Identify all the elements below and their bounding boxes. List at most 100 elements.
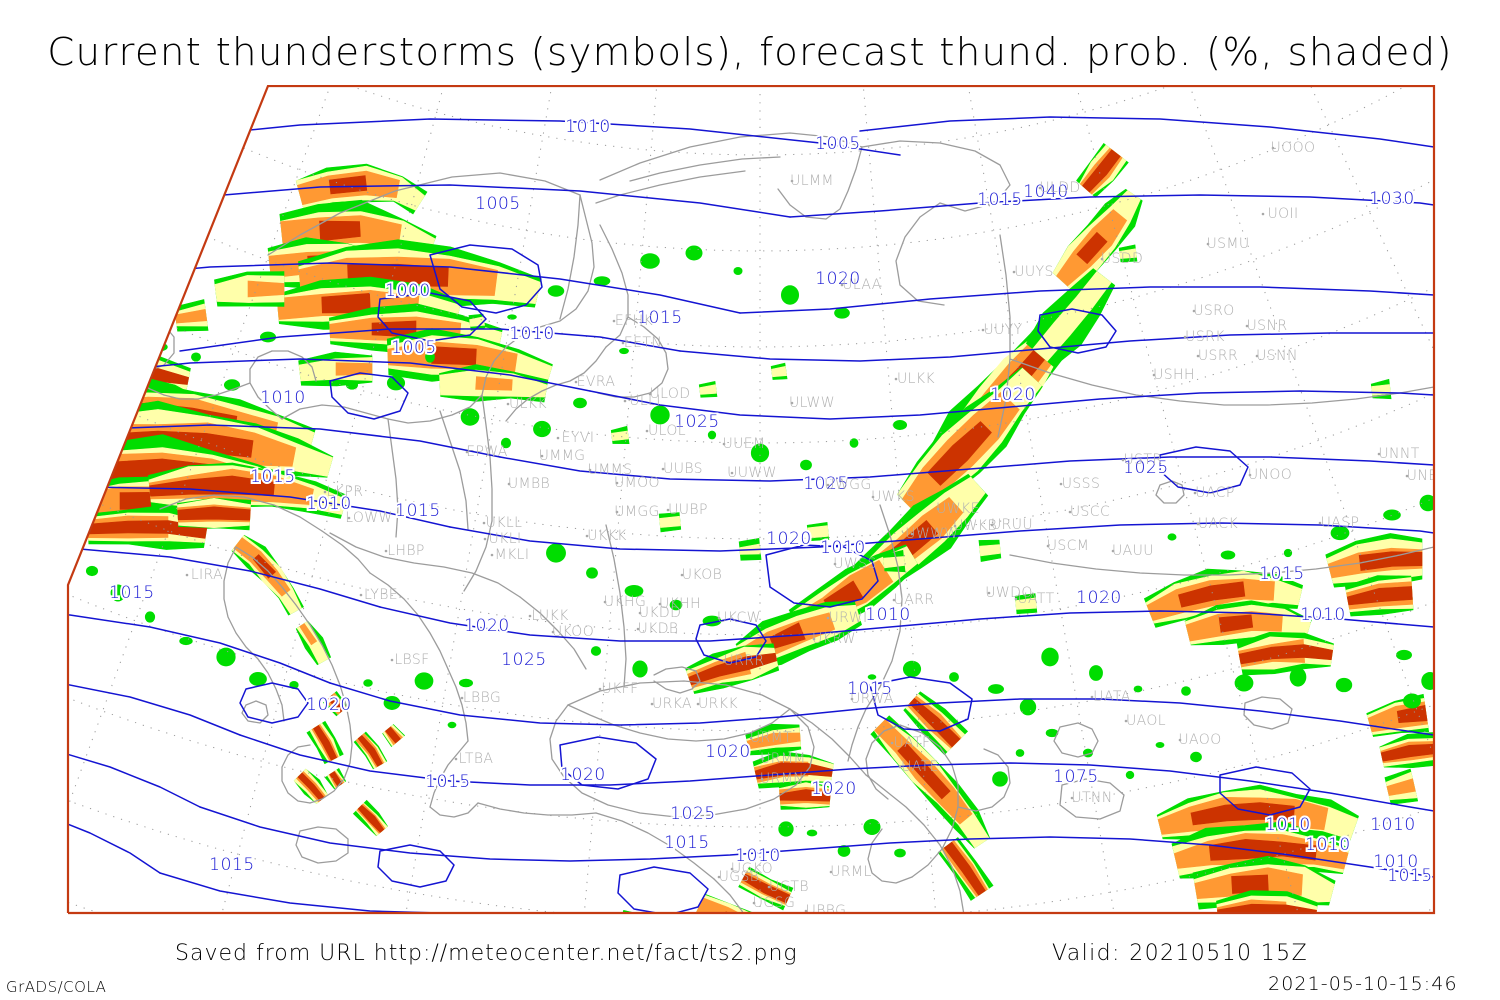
svg-text:1010: 1010 — [260, 388, 306, 408]
weather-map: 1010 1010 1005 1005 1005 1005 1040 1040 1015 1015… — [0, 85, 1500, 920]
svg-text:URRR: URRR — [723, 653, 764, 669]
svg-text:EPWA: EPWA — [466, 444, 508, 460]
svg-text:1020: 1020 — [766, 529, 812, 549]
svg-text:USNR: USNR — [1247, 318, 1288, 334]
svg-text:UKHH: UKHH — [659, 596, 701, 612]
svg-text:UKOD: UKOD — [481, 918, 523, 920]
svg-text:1010: 1010 — [1370, 815, 1416, 835]
svg-text:USNN: USNN — [1256, 348, 1298, 364]
svg-text:UWDO: UWDO — [985, 585, 1033, 601]
svg-text:1015: 1015 — [637, 308, 683, 328]
svg-text:UMBB: UMBB — [508, 476, 550, 492]
svg-text:UAUU: UAUU — [1112, 543, 1154, 559]
svg-text:USDD: USDD — [1101, 251, 1143, 267]
svg-text:URWA: URWA — [850, 691, 894, 707]
svg-text:1010: 1010 — [509, 324, 555, 344]
station-labels: ULMM ULDD UOOO UOII USMU ULAA UUYS USDD USRO USRK… — [185, 140, 1434, 920]
svg-text:1010: 1010 — [565, 117, 611, 137]
svg-text:1010: 1010 — [1265, 815, 1311, 835]
svg-text:1015: 1015 — [250, 467, 296, 487]
svg-text:1020: 1020 — [815, 269, 861, 289]
saved-from-url: Saved from URL http://meteocenter.net/fa… — [175, 941, 798, 966]
svg-text:1010: 1010 — [735, 846, 781, 866]
svg-text:ULKK: ULKK — [897, 371, 935, 387]
svg-text:UATT: UATT — [1017, 591, 1054, 607]
svg-text:1015: 1015 — [425, 772, 471, 792]
svg-text:ULWW: ULWW — [789, 395, 835, 411]
map-canvas: 1010101010051005100510051040104010151015… — [66, 85, 1436, 920]
svg-text:1025: 1025 — [674, 412, 720, 432]
svg-text:1020: 1020 — [990, 385, 1036, 405]
svg-text:USMU: USMU — [1206, 236, 1249, 252]
svg-text:URKA: URKA — [652, 696, 692, 712]
svg-text:UGSG: UGSG — [753, 895, 795, 911]
svg-text:1020: 1020 — [705, 742, 751, 762]
svg-text:1020: 1020 — [1076, 588, 1122, 608]
svg-text:LIRA: LIRA — [191, 567, 223, 583]
svg-text:URML: URML — [830, 864, 871, 880]
svg-text:1020: 1020 — [306, 695, 352, 715]
svg-text:1010: 1010 — [565, 117, 611, 137]
svg-text:1040: 1040 — [1023, 182, 1069, 202]
svg-text:LTBA: LTBA — [459, 751, 494, 767]
svg-text:URMM: URMM — [760, 751, 806, 767]
svg-text:1010: 1010 — [820, 538, 866, 558]
svg-text:1015: 1015 — [1259, 564, 1305, 584]
svg-text:1075: 1075 — [1053, 767, 1099, 787]
svg-text:1025: 1025 — [803, 474, 849, 494]
svg-text:ULMM: ULMM — [790, 173, 834, 189]
svg-text:1025: 1025 — [670, 804, 716, 824]
svg-text:URKK: URKK — [698, 696, 738, 712]
svg-text:LYBE: LYBE — [364, 587, 398, 603]
svg-text:UACK: UACK — [1198, 516, 1239, 532]
svg-text:LHBP: LHBP — [387, 543, 425, 559]
svg-text:1005: 1005 — [475, 194, 521, 214]
svg-text:1005: 1005 — [475, 194, 521, 214]
isobar-labels: 1010101010051005100510051040104010151015… — [107, 115, 1434, 888]
svg-text:UARR: UARR — [894, 592, 935, 608]
svg-text:1015: 1015 — [847, 679, 893, 699]
svg-text:UKFF: UKFF — [601, 681, 638, 697]
svg-text:1010: 1010 — [1305, 835, 1351, 855]
svg-text:1020: 1020 — [560, 765, 606, 785]
svg-text:EETN: EETN — [624, 335, 662, 351]
svg-text:UKRW: UKRW — [812, 631, 856, 647]
svg-text:UNOO: UNOO — [1248, 467, 1292, 483]
svg-text:1020: 1020 — [811, 779, 857, 799]
svg-text:1020: 1020 — [306, 695, 352, 715]
svg-text:LBBG: LBBG — [463, 690, 501, 706]
svg-text:UMMG: UMMG — [539, 448, 586, 464]
svg-text:1015: 1015 — [977, 190, 1023, 210]
svg-text:1015: 1015 — [250, 467, 296, 487]
svg-text:UWSS: UWSS — [833, 556, 876, 572]
svg-text:1005: 1005 — [815, 134, 861, 154]
svg-text:1015: 1015 — [109, 583, 155, 603]
svg-text:1025: 1025 — [1123, 458, 1169, 478]
svg-text:URMT: URMT — [750, 730, 792, 746]
svg-text:LOWW: LOWW — [345, 510, 393, 526]
svg-text:EYVI: EYVI — [562, 430, 595, 446]
svg-text:1015: 1015 — [847, 679, 893, 699]
svg-text:UUBS: UUBS — [663, 461, 703, 477]
svg-text:USRK: USRK — [1185, 329, 1225, 345]
svg-text:1020: 1020 — [990, 385, 1036, 405]
svg-text:EVRA: EVRA — [577, 374, 616, 390]
svg-text:1015: 1015 — [664, 833, 710, 853]
svg-text:1020: 1020 — [464, 616, 510, 636]
svg-text:UKDB: UKDB — [638, 621, 679, 637]
svg-text:LUKK: LUKK — [531, 608, 569, 624]
svg-text:1015: 1015 — [977, 190, 1023, 210]
svg-text:1010: 1010 — [260, 388, 306, 408]
graticule — [68, 86, 1434, 913]
valid-time: Valid: 20210510 15Z — [1052, 941, 1309, 966]
svg-text:1015: 1015 — [425, 772, 471, 792]
svg-text:1010: 1010 — [306, 494, 352, 514]
svg-text:UGSB: UGSB — [719, 869, 760, 885]
svg-text:USTR: USTR — [1123, 452, 1162, 468]
svg-text:1020: 1020 — [766, 529, 812, 549]
svg-text:1010: 1010 — [306, 494, 352, 514]
svg-text:LTAA: LTAA — [778, 918, 813, 920]
svg-text:1010: 1010 — [1373, 852, 1419, 872]
svg-text:UKCW: UKCW — [717, 610, 761, 626]
svg-text:UMOO: UMOO — [614, 475, 660, 491]
